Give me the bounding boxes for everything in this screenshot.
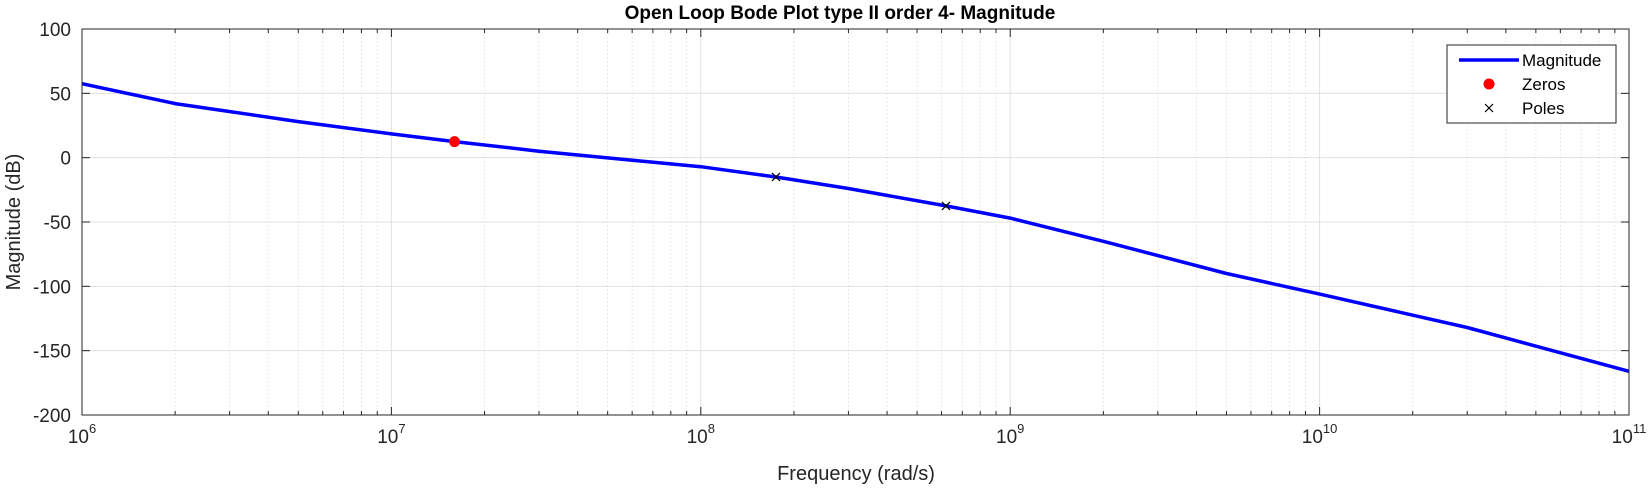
pole-marker	[941, 201, 951, 211]
x-axis-tick-labels: 106 107 108 109 1010 1011	[68, 421, 1647, 448]
y-tick-label: -200	[33, 406, 71, 427]
zero-marker	[449, 136, 461, 148]
x-axis-label: Frequency (rad/s)	[777, 463, 935, 485]
series-layer	[81, 81, 1630, 373]
x-tick-label: 1010	[1302, 421, 1338, 448]
y-tick-label: -50	[44, 213, 71, 234]
axis-tick-marks	[81, 28, 1630, 416]
x-tick-label: 106	[68, 421, 96, 448]
y-axis-tick-labels: 100 50 0 -50 -100 -150 -200	[33, 20, 71, 427]
y-tick-label: -100	[33, 277, 71, 298]
legend-item-zeros: Zeros	[1483, 75, 1565, 94]
legend-item-magnitude: Magnitude	[1459, 51, 1601, 70]
legend-swatch-x	[1484, 103, 1494, 113]
x-tick-label: 109	[996, 421, 1024, 448]
legend-swatch-dot	[1483, 78, 1495, 90]
legend-label: Zeros	[1522, 75, 1565, 94]
y-tick-label: -150	[33, 342, 71, 363]
legend-label: Magnitude	[1522, 51, 1601, 70]
legend: Magnitude Zeros Poles	[1446, 44, 1617, 124]
pole-marker	[771, 172, 781, 182]
legend-box	[1446, 44, 1617, 124]
y-tick-label: 50	[50, 84, 71, 105]
chart-title: Open Loop Bode Plot type II order 4- Mag…	[625, 3, 1056, 24]
x-tick-label: 108	[687, 421, 715, 448]
y-tick-label: 0	[60, 149, 71, 170]
x-tick-label: 1011	[1612, 421, 1647, 448]
x-tick-label: 107	[377, 421, 405, 448]
legend-label: Poles	[1522, 99, 1565, 118]
y-axis-label: Magnitude (dB)	[3, 154, 25, 291]
y-tick-label: 100	[39, 20, 71, 41]
legend-item-poles: Poles	[1484, 99, 1565, 118]
